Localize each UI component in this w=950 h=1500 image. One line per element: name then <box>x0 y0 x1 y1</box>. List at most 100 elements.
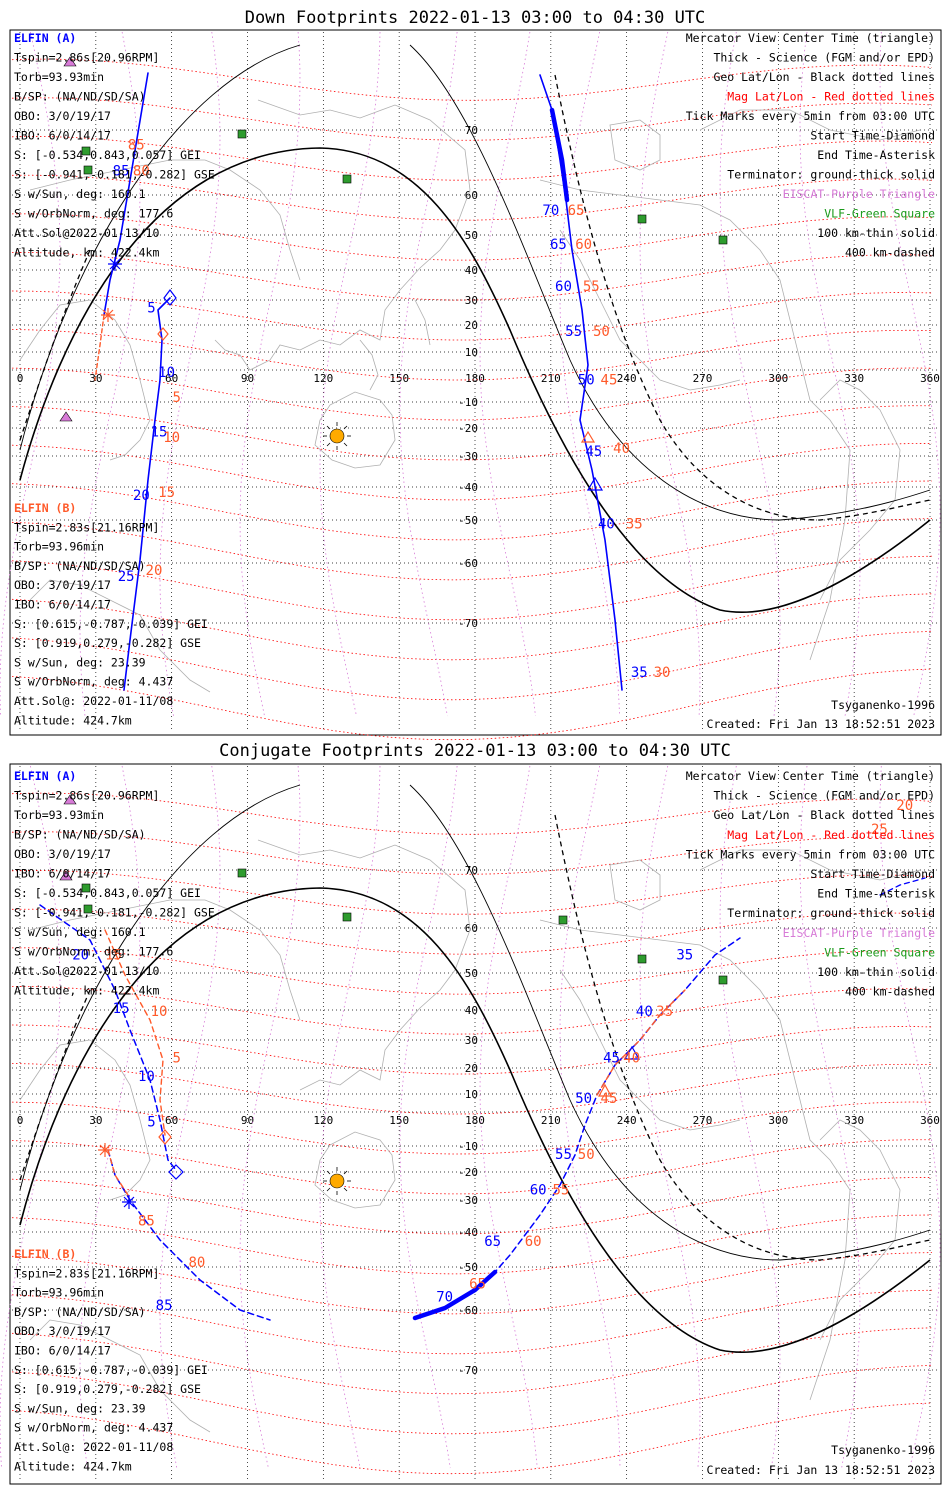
lon-tick-label: 330 <box>844 372 864 385</box>
time-tick-mark: 25 <box>871 822 888 838</box>
elfin-b-info-line: S: [0.919,0.279,-0.282] GSE <box>14 636 201 650</box>
mag-lat-line <box>11 1365 933 1435</box>
mag-lat-line <box>11 518 933 581</box>
lat-tick-label: 70 <box>465 124 478 137</box>
lat-tick-label: 30 <box>465 1034 478 1047</box>
elfin-b-info: ELFIN (B) Tspin=2.83s[21.16RPM] Torb=93.96… <box>14 501 208 727</box>
mag-lon-line <box>239 765 301 1469</box>
legend: Mercator View Center Time (triangle) Thic… <box>686 769 935 999</box>
conjugate-footprints-panel: Conjugate Footprints 2022-01-13 03:00 to… <box>0 741 942 1485</box>
elfin-a-info-line: OBO: 3/0/19/17 <box>14 109 111 123</box>
lon-tick-label: 0 <box>17 1114 24 1127</box>
time-tick-mark: 55 <box>553 1182 570 1198</box>
time-tick-mark: 40 <box>598 517 615 533</box>
lon-tick-label: 210 <box>541 1114 561 1127</box>
elfin-a-info-line: Tspin=2.86s[20.96RPM] <box>14 789 159 803</box>
elfin-a-info-line: S w/OrbNorm, deg: 177.6 <box>14 207 173 221</box>
lat-tick-label: -10 <box>458 1140 478 1153</box>
legend-entry: Terminator: ground-thick solid <box>727 168 935 182</box>
lon-tick-label: 360 <box>920 1114 940 1127</box>
mag-lat-line <box>11 329 933 381</box>
elfin-b-info-line: OBO: 3/0/19/17 <box>14 578 111 592</box>
mag-lat-line <box>11 1327 933 1395</box>
time-tick-mark: 40 <box>623 1050 640 1066</box>
time-tick-labels: 5101520253540455055606570855101520303540… <box>113 138 671 682</box>
legend-entry: VLF-Green Square <box>824 207 935 221</box>
lon-tick-label: 90 <box>241 372 254 385</box>
elfin-a-info-line: S w/Sun, deg: 160.1 <box>14 925 146 939</box>
legend-entry: Mercator View Center Time (triangle) <box>686 31 935 45</box>
lon-tick-label: 180 <box>465 372 485 385</box>
time-tick-mark: 15 <box>113 1001 130 1017</box>
time-tick-mark: 55 <box>555 1147 572 1163</box>
elfin-a-info-line: Torb=93.93min <box>14 808 104 822</box>
lon-tick-label: 60 <box>165 1114 178 1127</box>
mag-lon-line <box>319 31 381 717</box>
legend-entry: End Time-Asterisk <box>817 148 935 162</box>
time-tick-mark: 35 <box>676 948 693 964</box>
mag-lat-line <box>11 1252 933 1315</box>
down-footprints-panel: Down Footprints 2022-01-13 03:00 to 04:3… <box>0 8 942 741</box>
time-tick-mark: 60 <box>525 1234 542 1250</box>
lon-tick-label: 360 <box>920 372 940 385</box>
elfin-a-info-line: S: [-0.941,-0.181,-0.282] GSE <box>14 168 215 182</box>
elfin-b-info-line: Altitude: 424.7km <box>14 713 132 727</box>
elfin-a-info-line: S: [-0.941,-0.181,-0.282] GSE <box>14 906 215 920</box>
vlf-stations <box>81 868 728 985</box>
model-label: Tsyganenko-1996 <box>831 698 935 712</box>
terminator-lines <box>19 44 931 613</box>
vlf-stations <box>81 129 728 245</box>
time-tick-mark: 85 <box>113 164 130 180</box>
vlf-station <box>81 883 91 893</box>
lat-tick-label: 20 <box>465 319 478 332</box>
chart-title: Conjugate Footprints 2022-01-13 03:00 to… <box>219 741 731 761</box>
time-tick-mark: 40 <box>613 441 630 457</box>
mag-lat-line <box>11 593 933 661</box>
mag-lat-line <box>11 986 933 1035</box>
lon-tick-label: 90 <box>241 1114 254 1127</box>
elfin-b-info-line: Torb=93.96min <box>14 540 104 554</box>
panel-frame <box>9 763 942 1485</box>
elfin-b-info-line: B/SP: (NA/ND/SD/SA) <box>14 1305 146 1319</box>
legend-entry: VLF-Green Square <box>824 945 935 959</box>
time-tick-mark: 85 <box>138 1214 155 1230</box>
legend-entry: Thick - Science (FGM and/or EPD) <box>713 789 935 803</box>
legend-entry: Start Time-Diamond <box>810 867 935 881</box>
time-tick-mark: 5 <box>147 301 155 317</box>
elfin-a-info-line: IBO: 6/0/14/17 <box>14 867 111 881</box>
lat-tick-label: 30 <box>465 294 478 307</box>
legend-entry: Mag Lat/Lon - Red dotted lines <box>727 90 935 104</box>
lat-tick-label: -30 <box>458 1194 478 1207</box>
mag-lon-line <box>719 31 781 717</box>
legend-entry: EISCAT-Purple Triangle <box>783 187 935 201</box>
chart-title: Down Footprints 2022-01-13 03:00 to 04:3… <box>245 8 706 28</box>
mag-lon-line <box>479 765 538 1469</box>
model-label: Tsyganenko-1996 <box>831 1443 935 1457</box>
elfin-b-info-line: S: [0.919,0.279,-0.282] GSE <box>14 1382 201 1396</box>
created-label: Created: Fri Jan 13 18:52:51 2023 <box>707 717 936 731</box>
lon-tick-label: 150 <box>389 1114 409 1127</box>
elfin-b-info-line: S w/OrbNorm, deg: 4.437 <box>14 1421 173 1435</box>
mag-lon-line <box>319 765 381 1469</box>
lat-tick-label: -70 <box>458 617 478 630</box>
mag-lon-line <box>0 31 61 717</box>
elfin-b-info-line: S w/Sun, deg: 23.39 <box>14 1401 146 1415</box>
time-tick-mark: 20 <box>72 948 89 964</box>
elfin-b-info-line: S: [0.615,-0.787,-0.039] GEI <box>14 617 208 631</box>
lat-tick-label: 20 <box>465 1062 478 1075</box>
sun-icon <box>323 1167 351 1195</box>
elfin-b-info-line: Altitude: 424.7km <box>14 1459 132 1473</box>
time-tick-mark: 60 <box>555 279 572 295</box>
elfin-a-info-line: IBO: 6/0/14/17 <box>14 129 111 143</box>
time-tick-mark: 65 <box>550 237 567 253</box>
elfin-a-title: ELFIN (A) <box>14 769 76 783</box>
mag-lon-line <box>79 765 141 1469</box>
elfin-b-info-line: B/SP: (NA/ND/SD/SA) <box>14 559 146 573</box>
lon-tick-label: 300 <box>768 1114 788 1127</box>
elfin-a-info-line: B/SP: (NA/ND/SD/SA) <box>14 90 146 104</box>
legend: Mercator View Center Time (triangle) Thic… <box>686 31 935 260</box>
time-tick-mark: 15 <box>105 948 122 964</box>
lat-tick-label: -40 <box>458 1226 478 1239</box>
